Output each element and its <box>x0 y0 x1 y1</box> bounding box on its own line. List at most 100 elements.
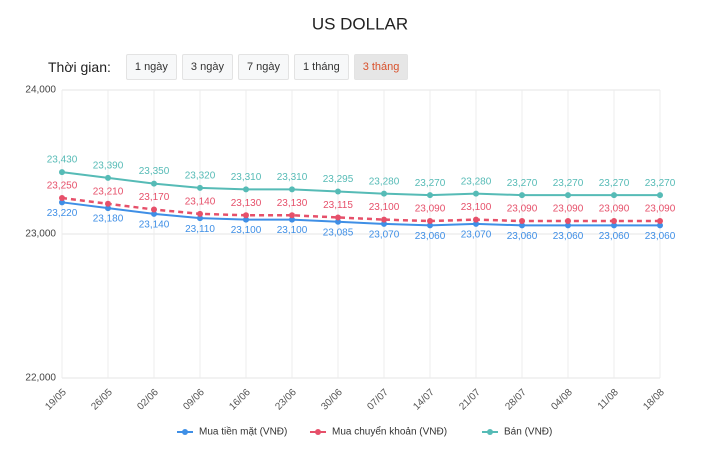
point <box>59 199 65 206</box>
x-tick-label: 02/06 <box>135 387 161 413</box>
x-tick-label: 14/07 <box>411 387 437 413</box>
legend-item[interactable]: Bán (VNĐ) <box>482 427 552 438</box>
value-label: 23,270 <box>415 178 446 189</box>
point <box>427 222 433 229</box>
point <box>197 184 203 191</box>
value-label: 23,390 <box>93 160 124 171</box>
value-label: 23,060 <box>645 231 676 242</box>
value-label: 23,130 <box>231 198 262 209</box>
point <box>519 192 525 199</box>
point <box>289 186 295 193</box>
value-label: 23,220 <box>47 208 78 219</box>
point <box>611 218 617 225</box>
point <box>335 214 341 221</box>
legend-label: Mua tiền mặt (VNĐ) <box>199 426 287 438</box>
series-line <box>61 171 660 197</box>
value-label: 23,110 <box>185 224 215 235</box>
value-label: 23,310 <box>277 172 308 183</box>
value-label: 23,090 <box>415 204 446 215</box>
point <box>59 169 65 176</box>
x-tick-label: 21/07 <box>457 387 483 413</box>
x-tick-label: 18/08 <box>641 387 667 413</box>
value-label: 23,100 <box>369 202 400 213</box>
point <box>151 210 157 217</box>
value-label: 23,180 <box>93 214 124 225</box>
legend-marker <box>315 429 321 435</box>
point <box>473 190 479 197</box>
point <box>335 218 341 225</box>
filter-button[interactable]: 1 tháng <box>293 54 349 80</box>
legend-item[interactable]: Mua tiền mặt (VNĐ) <box>177 426 287 438</box>
value-label: 23,430 <box>47 155 78 166</box>
value-label: 23,090 <box>507 204 538 215</box>
value-label: 23,100 <box>231 225 262 236</box>
point <box>105 205 111 212</box>
filter-button[interactable]: 3 tháng <box>353 54 409 80</box>
value-label: 23,210 <box>93 186 124 197</box>
filter-label: Thời gian: <box>48 59 111 75</box>
value-label: 23,270 <box>553 178 584 189</box>
point <box>197 215 203 222</box>
value-label: 23,090 <box>553 204 584 215</box>
value-label: 23,090 <box>599 204 630 215</box>
value-label: 23,090 <box>645 204 676 215</box>
value-label: 23,060 <box>507 231 538 242</box>
point <box>243 216 249 223</box>
value-label: 23,070 <box>369 230 400 241</box>
point <box>473 216 479 223</box>
point <box>381 190 387 197</box>
point <box>151 180 157 187</box>
value-label: 23,100 <box>461 202 492 213</box>
value-label: 23,295 <box>323 174 354 185</box>
value-label: 23,270 <box>599 178 630 189</box>
point <box>519 218 525 225</box>
point <box>473 220 479 227</box>
value-label: 23,100 <box>277 225 308 236</box>
value-label: 23,280 <box>369 176 400 187</box>
value-label: 23,140 <box>185 196 216 207</box>
point <box>381 220 387 227</box>
value-label: 23,320 <box>185 171 216 182</box>
series-line <box>61 201 660 227</box>
value-label: 23,250 <box>47 181 78 192</box>
chart-title: US DOLLAR <box>312 14 408 33</box>
value-label: 23,170 <box>139 192 170 203</box>
legend-marker <box>487 429 493 435</box>
point <box>611 222 617 229</box>
point <box>565 218 571 225</box>
value-label: 23,270 <box>645 178 676 189</box>
x-tick-label: 04/08 <box>549 387 575 413</box>
point <box>657 192 663 199</box>
point <box>105 174 111 181</box>
x-tick-label: 19/05 <box>43 387 69 413</box>
series-line <box>61 196 660 223</box>
point <box>243 186 249 193</box>
point <box>243 212 249 219</box>
filter-button[interactable]: 3 ngày <box>181 54 233 80</box>
point <box>611 192 617 199</box>
point <box>59 195 65 201</box>
point <box>519 222 525 229</box>
point <box>335 188 341 195</box>
time-filter: Thời gian: 1 ngày 3 ngày 7 ngày 1 tháng 3 thá… <box>48 54 409 80</box>
filter-button[interactable]: 7 ngày <box>237 54 289 80</box>
point <box>657 222 663 229</box>
value-label: 23,140 <box>139 219 170 230</box>
value-label: 23,350 <box>139 166 170 177</box>
point <box>381 216 387 223</box>
x-tick-label: 26/05 <box>89 387 115 413</box>
point <box>289 212 295 219</box>
legend-item[interactable]: Mua chuyển khoản (VNĐ) <box>310 426 447 438</box>
value-label: 23,280 <box>461 176 492 187</box>
point <box>427 192 433 199</box>
legend-label: Bán (VNĐ) <box>504 427 552 438</box>
filter-button[interactable]: 1 ngày <box>125 54 177 80</box>
value-label: 23,270 <box>507 178 538 189</box>
value-label: 23,115 <box>323 200 353 211</box>
x-tick-label: 09/06 <box>181 387 207 413</box>
x-tick-label: 30/06 <box>319 387 345 413</box>
point <box>289 216 295 223</box>
point <box>197 210 203 217</box>
